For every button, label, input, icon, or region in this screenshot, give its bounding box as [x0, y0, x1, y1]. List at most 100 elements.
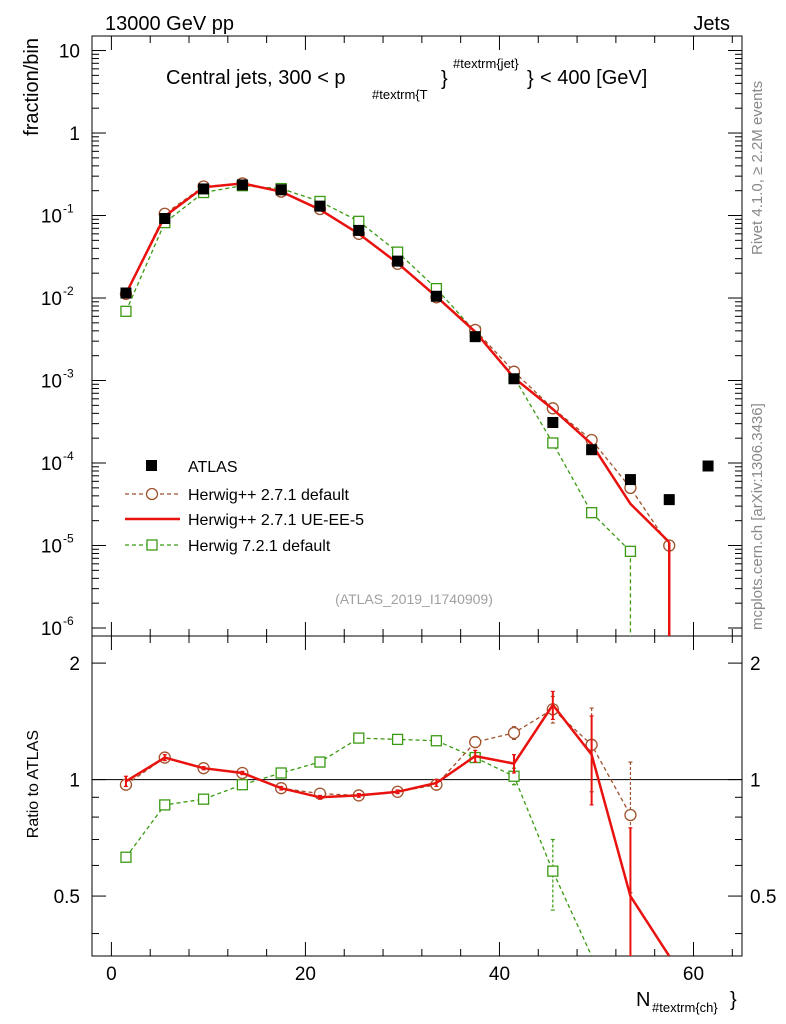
main-point-atlas [275, 184, 287, 196]
main-point-atlas [314, 200, 326, 212]
svg-text:1: 1 [69, 124, 80, 145]
legend-marker-h7-default [146, 539, 158, 551]
legend-label-hpp-default: Herwig++ 2.7.1 default [188, 487, 350, 504]
legend-entry-hpp-ueee5: Herwig++ 2.7.1 UE-EE-5 [125, 512, 364, 529]
main-point-h7-default [353, 215, 365, 227]
ratio-y-tick-labels: 2 1 0.5 2 1 0.5 [54, 654, 777, 908]
ratio-y-tick-label-right: 2 [750, 654, 761, 675]
legend-label-h7-default: Herwig 7.2.1 default [188, 538, 331, 555]
main-point-atlas [120, 287, 132, 299]
mcplots-label: mcplots.cern.ch [arXiv:1306.3436] [749, 403, 766, 630]
x-tick-label: 60 [683, 964, 704, 985]
main-y-tick-labels: 10 1 10 -1 10 -2 10 -3 10 -4 10 -5 10 -6 [41, 42, 80, 640]
x-axis-title-main: N [636, 989, 650, 1011]
svg-text:10: 10 [59, 42, 80, 63]
ratio-point-h7-default [275, 767, 287, 779]
analysis-id-label: (ATLAS_2019_I1740909) [335, 591, 493, 607]
main-y-tick-label: 10 -3 [41, 367, 74, 393]
svg-text:10: 10 [41, 372, 62, 393]
ratio-line-h7-default [125, 737, 593, 956]
process-label: Jets [693, 13, 730, 35]
plot-title: Central jets, 300 < p #textrm{T } #textr… [166, 56, 647, 102]
main-point-atlas [508, 373, 520, 385]
svg-text:10: 10 [41, 537, 62, 558]
ratio-series-layer [119, 690, 671, 956]
plot-title-tail: < 400 [GeV] [540, 67, 647, 89]
legend-entry-h7-default: Herwig 7.2.1 default [125, 538, 331, 555]
legend-marker-hpp-default [145, 487, 159, 501]
main-point-atlas [353, 224, 365, 236]
main-point-h7-default [547, 437, 559, 449]
main-point-atlas [430, 290, 442, 302]
svg-text:-1: -1 [63, 202, 74, 216]
ratio-y-tick-label: 0.5 [54, 887, 80, 908]
svg-text:-4: -4 [63, 449, 74, 463]
ratio-point-hpp-default [624, 808, 637, 822]
rivet-version-label: Rivet 4.1.0, ≥ 2.2M events [749, 81, 766, 255]
plot-title-brace-1: } [441, 68, 448, 90]
x-tick-label: 20 [295, 964, 316, 985]
ratio-point-h7-default [430, 735, 443, 747]
ratio-point-h7-default [120, 851, 132, 863]
plot-title-subscript: #textrm{T [372, 87, 428, 102]
ratio-point-hpp-default [507, 726, 521, 740]
svg-text:10: 10 [41, 619, 62, 640]
legend-label-hpp-ueee5: Herwig++ 2.7.1 UE-EE-5 [188, 512, 364, 529]
main-y-tick-label: 10 -2 [41, 284, 74, 310]
main-point-atlas [586, 444, 598, 456]
main-point-h7-default [120, 305, 132, 317]
legend-label-atlas: ATLAS [188, 459, 238, 476]
svg-text:-5: -5 [63, 532, 74, 546]
main-point-h7-default [585, 507, 598, 519]
ratio-point-h7-default [236, 779, 249, 791]
main-y-tick-label: 1 [69, 124, 80, 145]
main-point-atlas [547, 416, 559, 428]
ratio-point-hpp-default [469, 735, 482, 749]
svg-text:-2: -2 [63, 284, 74, 298]
main-point-atlas [159, 213, 171, 225]
main-point-atlas [392, 255, 404, 267]
svg-text:10: 10 [41, 454, 62, 475]
svg-text:-6: -6 [63, 614, 74, 628]
x-tick-label: 40 [489, 964, 510, 985]
plot-title-superscript: #textrm{jet} [453, 56, 519, 71]
main-point-atlas [702, 460, 714, 472]
ratio-y-tick-label-right: 1 [750, 771, 761, 792]
x-axis-title: N #textrm{ch} } [636, 989, 737, 1015]
svg-text:-3: -3 [63, 367, 74, 381]
x-axis-title-sub: #textrm{ch} [652, 1000, 718, 1015]
legend-entry-atlas: ATLAS [146, 459, 238, 476]
legend-entry-hpp-default: Herwig++ 2.7.1 default [125, 487, 350, 504]
main-point-atlas [236, 179, 248, 191]
x-tick-label: 0 [106, 964, 117, 985]
svg-text:10: 10 [41, 207, 62, 228]
ratio-point-h7-default [314, 756, 326, 768]
main-y-tick-label: 10 -6 [41, 614, 74, 640]
main-point-atlas [624, 474, 636, 486]
ratio-plot-frame [91, 635, 743, 957]
ratio-y-tick-label-right: 0.5 [750, 887, 776, 908]
x-tick-labels: 0 20 40 60 [106, 964, 704, 985]
ratio-point-h7-default [391, 733, 404, 746]
main-axis-ticks [92, 36, 742, 636]
x-axis-title-brace: } [730, 989, 737, 1011]
main-y-tick-label: 10 -5 [41, 532, 74, 558]
ratio-point-h7-default [353, 732, 365, 744]
ratio-y-tick-label: 2 [69, 654, 80, 675]
plot-title-main: Central jets, 300 < p [166, 67, 346, 89]
legend: ATLAS Herwig++ 2.7.1 default Herwig++ 2.… [125, 459, 364, 555]
svg-text:10: 10 [41, 289, 62, 310]
main-y-tick-label: 10 [59, 42, 80, 63]
energy-label: 13000 GeV pp [105, 13, 234, 35]
ratio-point-h7-default [547, 865, 559, 877]
ratio-point-h7-default [159, 799, 171, 811]
ratio-point-h7-default [197, 793, 210, 805]
ratio-axis-ticks [92, 636, 742, 956]
ratio-y-axis-title: Ratio to ATLAS [25, 730, 42, 838]
main-y-tick-label: 10 -4 [41, 449, 74, 475]
main-y-axis-title: fraction/bin [21, 38, 43, 136]
main-series-layer [119, 177, 714, 636]
main-point-h7-default [624, 545, 637, 557]
legend-marker-atlas [146, 460, 157, 471]
